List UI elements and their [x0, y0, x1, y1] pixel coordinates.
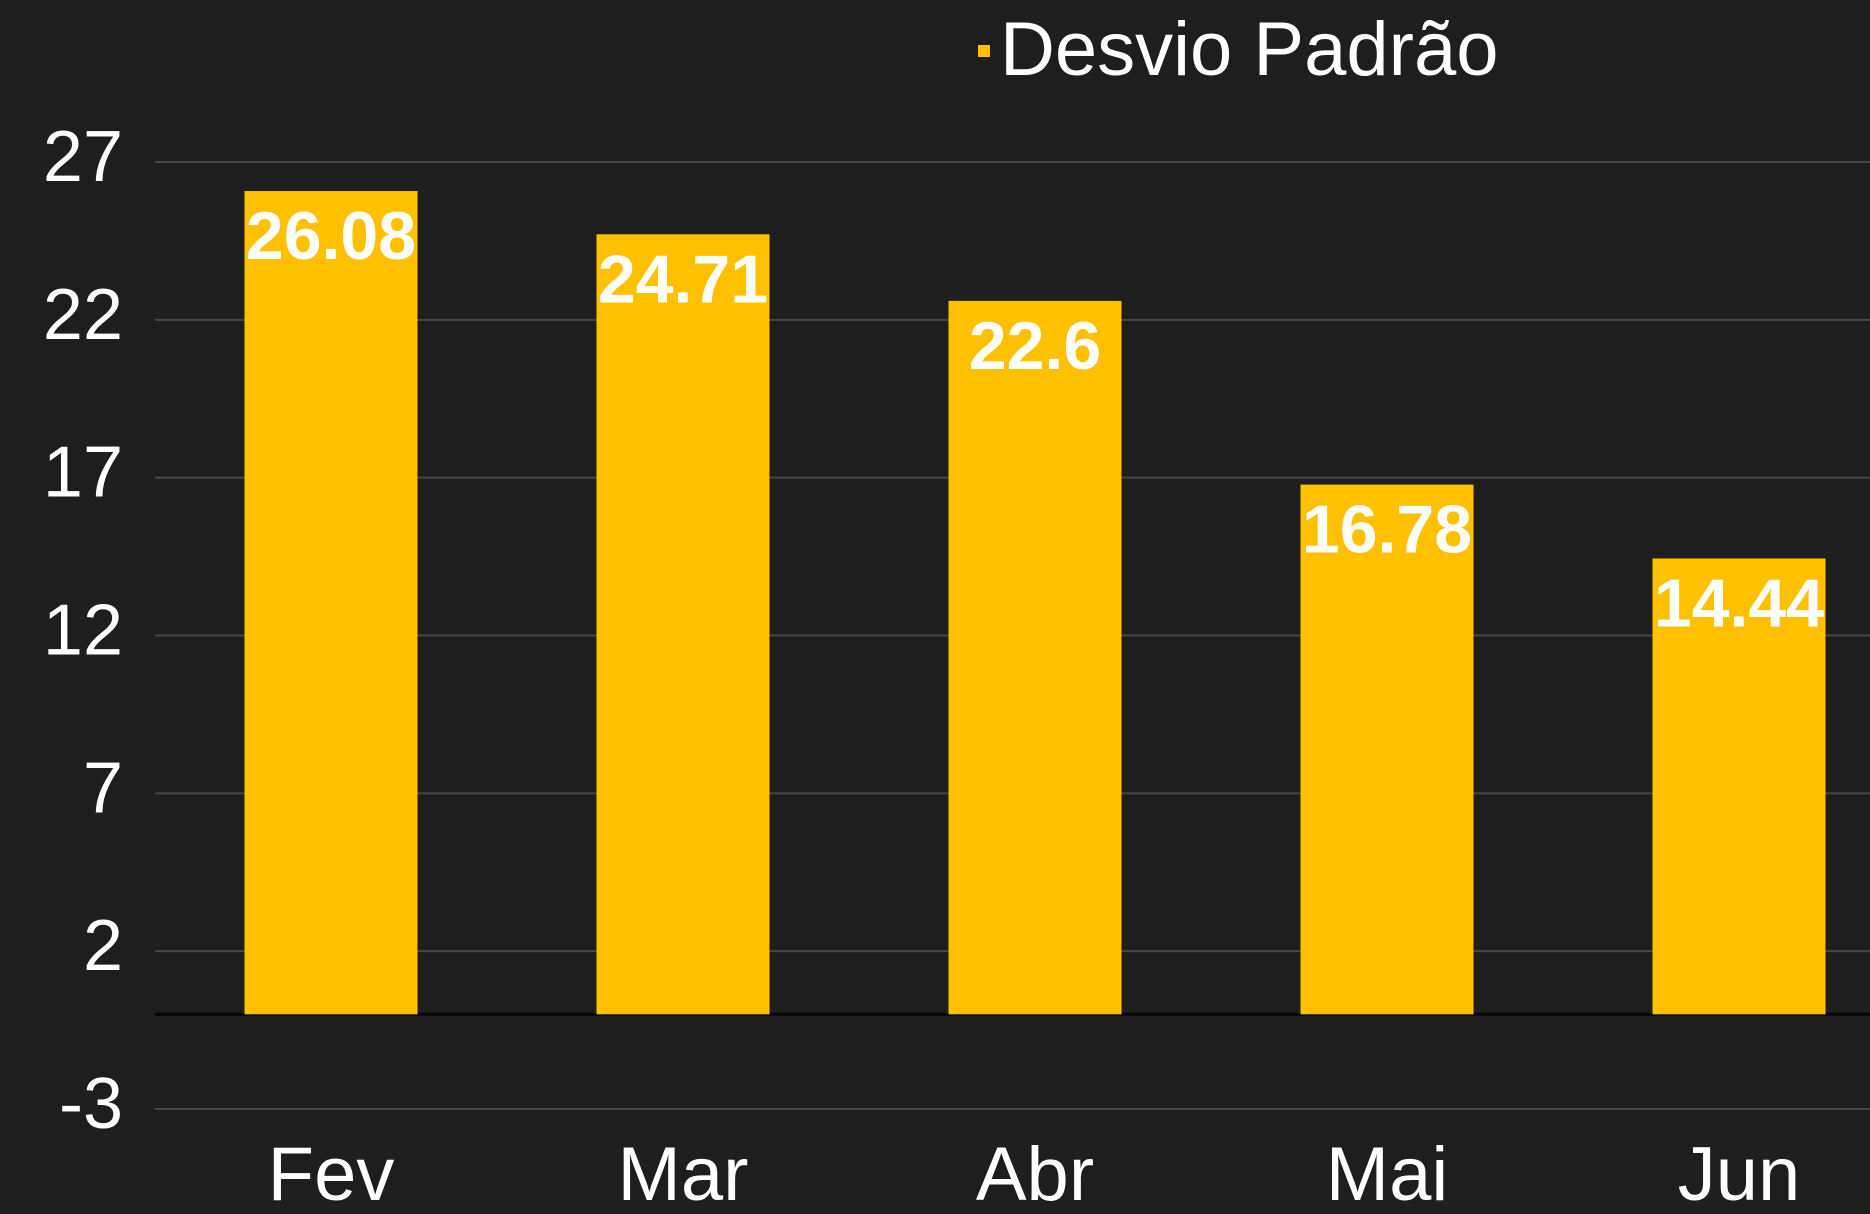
x-tick-label: Fev [268, 1132, 395, 1214]
bar [244, 191, 418, 1015]
bar [948, 300, 1122, 1015]
data-label: 22.6 [969, 308, 1101, 384]
bar [596, 234, 770, 1015]
x-tick-label: Mai [1326, 1132, 1448, 1214]
y-tick-label: 22 [43, 275, 123, 355]
data-label: 24.71 [598, 241, 768, 317]
y-tick-label: 12 [43, 591, 123, 671]
data-label: 16.78 [1302, 492, 1472, 568]
y-tick-label: 7 [83, 748, 123, 828]
legend-swatch [978, 45, 990, 57]
y-tick-label: -3 [59, 1064, 123, 1144]
x-tick-label: Mar [618, 1132, 749, 1214]
y-tick-label: 17 [43, 433, 123, 513]
bar [1300, 484, 1474, 1015]
bar [1652, 558, 1826, 1015]
y-tick-label: 27 [43, 117, 123, 197]
x-tick-label: Jun [1678, 1132, 1801, 1214]
x-tick-label: Abr [976, 1132, 1094, 1214]
legend-label: Desvio Padrão [1000, 7, 1499, 92]
data-label: 14.44 [1654, 565, 1824, 641]
y-tick-label: 2 [83, 906, 123, 986]
data-label: 26.08 [246, 198, 416, 274]
